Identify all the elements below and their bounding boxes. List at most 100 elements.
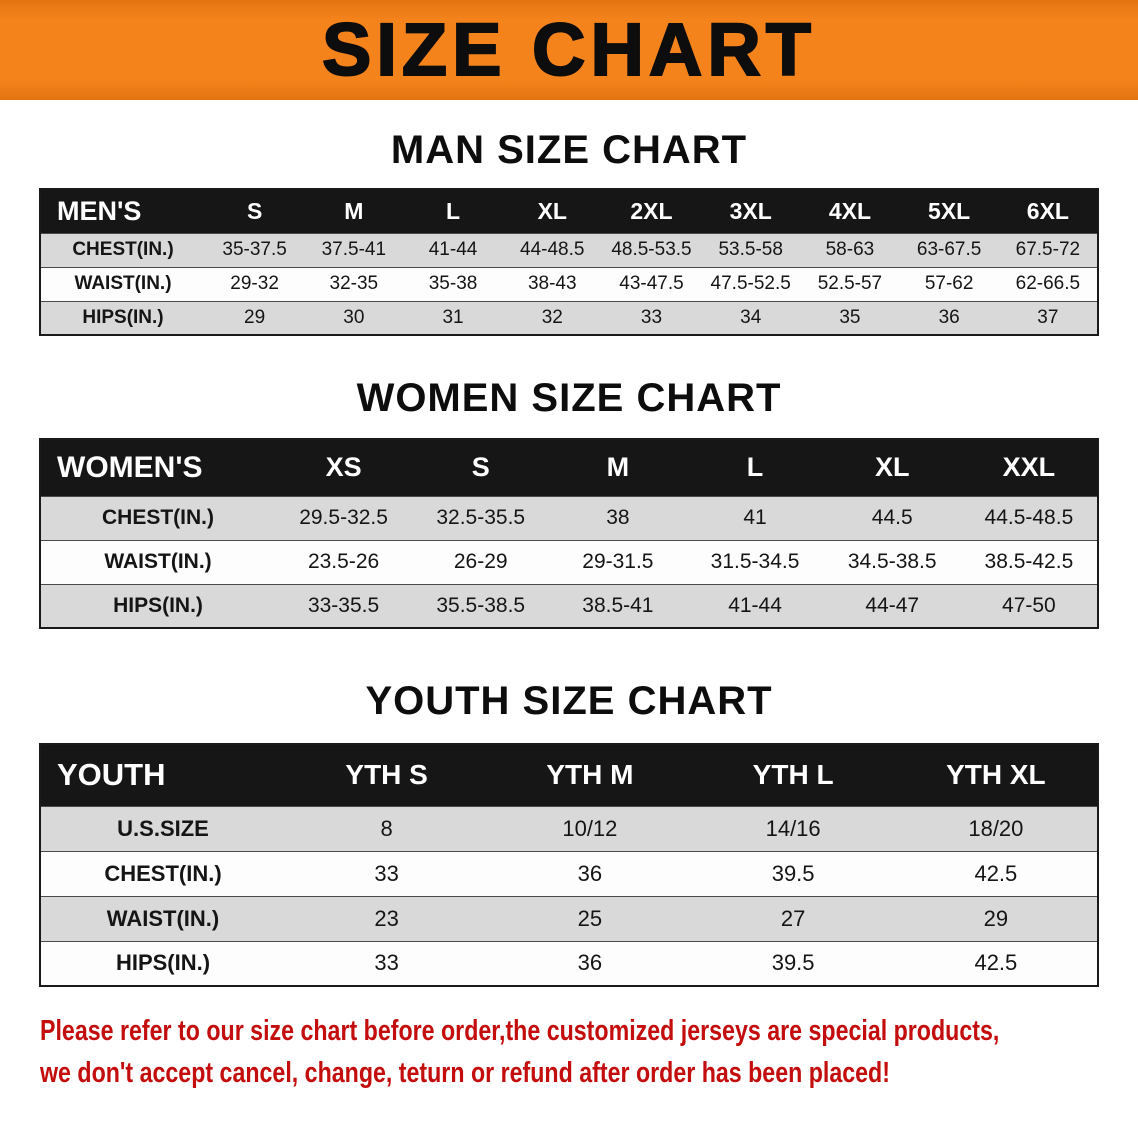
size-header-cell: 2XL [601,189,702,233]
table-row: WAIST(IN.) 29-32 32-35 35-38 38-43 43-47.5 47.… [40,267,1098,301]
size-chart-banner: SIZE CHART [0,0,1138,100]
men-section-heading: MAN SIZE CHART [390,128,748,172]
size-value-cell: 35 [839,306,861,328]
row-label: CHEST(IN.) [102,506,214,529]
size-header-cell: 5XL [899,189,999,233]
size-header-cell: XS [275,439,413,496]
size-value-cell: 33 [374,860,399,886]
size-header-cell: YTH L [691,744,895,806]
table-row: WAIST(IN.) 23 25 27 29 [40,896,1098,941]
size-value-cell: 31.5-34.5 [710,550,800,573]
size-value-cell: 29-32 [230,273,279,294]
size-value-cell: 38.5-42.5 [984,550,1074,573]
size-header-cell: M [304,189,404,233]
size-value-cell: 43-47.5 [619,273,684,294]
table-row: CHEST(IN.) 33 36 39.5 42.5 [40,851,1098,896]
size-value-cell: 42.5 [974,860,1018,886]
size-header-cell: XL [502,189,602,233]
page-title: SIZE CHART [321,8,816,91]
size-value-cell: 27 [780,905,806,931]
size-value-cell: 67.5-72 [1015,239,1081,260]
size-value-cell: 14/16 [765,815,821,841]
size-value-cell: 57-62 [924,273,974,294]
size-header-cell: XXL [960,439,1098,496]
table-row: CHEST(IN.) 35-37.5 37.5-41 41-44 44-48.5 48.5… [40,233,1098,267]
size-value-cell: 35.5-38.5 [436,593,526,617]
size-value-cell: 44.5 [871,506,913,529]
size-value-cell: 44.5-48.5 [984,506,1074,529]
size-value-cell: 29 [244,306,266,328]
row-label: CHEST(IN.) [104,860,222,886]
size-value-cell: 35-38 [428,273,478,294]
size-value-cell: 34.5-38.5 [847,550,937,573]
size-value-cell: 52.5-57 [817,273,883,294]
size-value-cell: 8 [380,815,393,841]
size-value-cell: 18/20 [968,815,1024,841]
size-value-cell: 32.5-35.5 [436,506,526,529]
size-value-cell: 44-48.5 [520,239,585,260]
size-value-cell: 41 [743,506,767,529]
size-value-cell: 31 [442,306,464,328]
size-value-cell: 38.5-41 [582,593,654,617]
size-value-cell: 23 [374,905,399,931]
size-header-cell: S [205,189,305,233]
row-label: WAIST(IN.) [104,550,212,573]
size-value-cell: 38 [606,506,630,529]
size-value-cell: 10/12 [562,815,618,841]
row-label: U.S.SIZE [117,815,209,841]
table-title-cell: WOMEN'S [40,439,275,496]
size-header-cell: 4XL [800,189,900,233]
size-value-cell: 62-66.5 [1015,273,1081,294]
size-value-cell: 29.5-32.5 [299,506,388,529]
size-value-cell: 29 [983,905,1009,931]
size-value-cell: 34 [740,306,762,328]
size-header-cell: 3XL [701,189,801,233]
size-value-cell: 41-44 [728,593,782,617]
table-row: CHEST(IN.) 29.5-32.5 32.5-35.5 38 41 44.5 44.5… [40,496,1098,540]
size-value-cell: 23.5-26 [307,550,380,573]
table-title-cell: MEN'S [40,189,205,233]
table-row: HIPS(IN.) 29 30 31 32 33 34 35 36 37 [40,301,1098,335]
size-value-cell: 33 [374,950,399,976]
size-value-cell: 53.5-58 [718,239,783,260]
row-label: HIPS(IN.) [82,306,164,328]
women-section-heading: WOMEN SIZE CHART [356,376,782,420]
size-value-cell: 32-35 [329,273,379,294]
disclaimer: Please refer to our size chart before or… [40,1013,1138,1092]
size-header-cell: M [549,439,687,496]
row-label: HIPS(IN.) [113,593,203,617]
size-value-cell: 36 [577,860,603,886]
size-value-cell: 33 [640,306,663,328]
disclaimer-line-2: we don't accept cancel, change, teturn o… [40,1057,890,1090]
size-header-cell: XL [823,439,961,496]
table-row: WAIST(IN.) 23.5-26 26-29 29-31.5 31.5-34.5 34… [40,540,1098,584]
size-value-cell: 41-44 [428,239,478,260]
size-value-cell: 35-37.5 [222,239,287,260]
disclaimer-line-1: Please refer to our size chart before or… [40,1015,1000,1047]
size-value-cell: 26-29 [453,550,508,573]
size-value-cell: 44-47 [865,593,920,617]
size-header-cell: YTH M [488,744,692,806]
size-header-cell: YTH XL [894,744,1098,806]
table-row: HIPS(IN.) 33-35.5 35.5-38.5 38.5-41 41-44 44-… [40,584,1098,628]
size-header-cell: 6XL [998,189,1098,233]
size-value-cell: 47.5-52.5 [710,273,791,294]
size-value-cell: 38-43 [527,273,577,294]
size-value-cell: 25 [577,905,603,931]
row-label: WAIST(IN.) [74,273,172,294]
table-header-row: MEN'S S M L XL 2XL 3XL 4XL 5XL 6XL [40,189,1098,233]
table-row: HIPS(IN.) 33 36 39.5 42.5 [40,941,1098,986]
size-header-cell: L [403,189,503,233]
size-value-cell: 36 [577,950,603,976]
size-header-cell: YTH S [285,744,489,806]
size-value-cell: 36 [938,306,960,328]
table-title-cell: YOUTH [40,744,285,806]
youth-size-section: YOUTH SIZE CHART YOUTH YTH S YTH M YTH L YTH… [0,677,1138,987]
size-value-cell: 39.5 [771,950,815,976]
size-value-cell: 30 [343,306,365,328]
size-value-cell: 37 [1037,306,1059,328]
youth-size-table: YOUTH YTH S YTH M YTH L YTH XL U.S.SIZE 8 10/12… [39,743,1099,987]
men-size-section: MAN SIZE CHART MEN'S S M L XL 2XL 3XL 4XL 5XL 6XL… [0,126,1138,336]
row-label: WAIST(IN.) [106,905,220,931]
size-value-cell: 42.5 [974,950,1018,976]
